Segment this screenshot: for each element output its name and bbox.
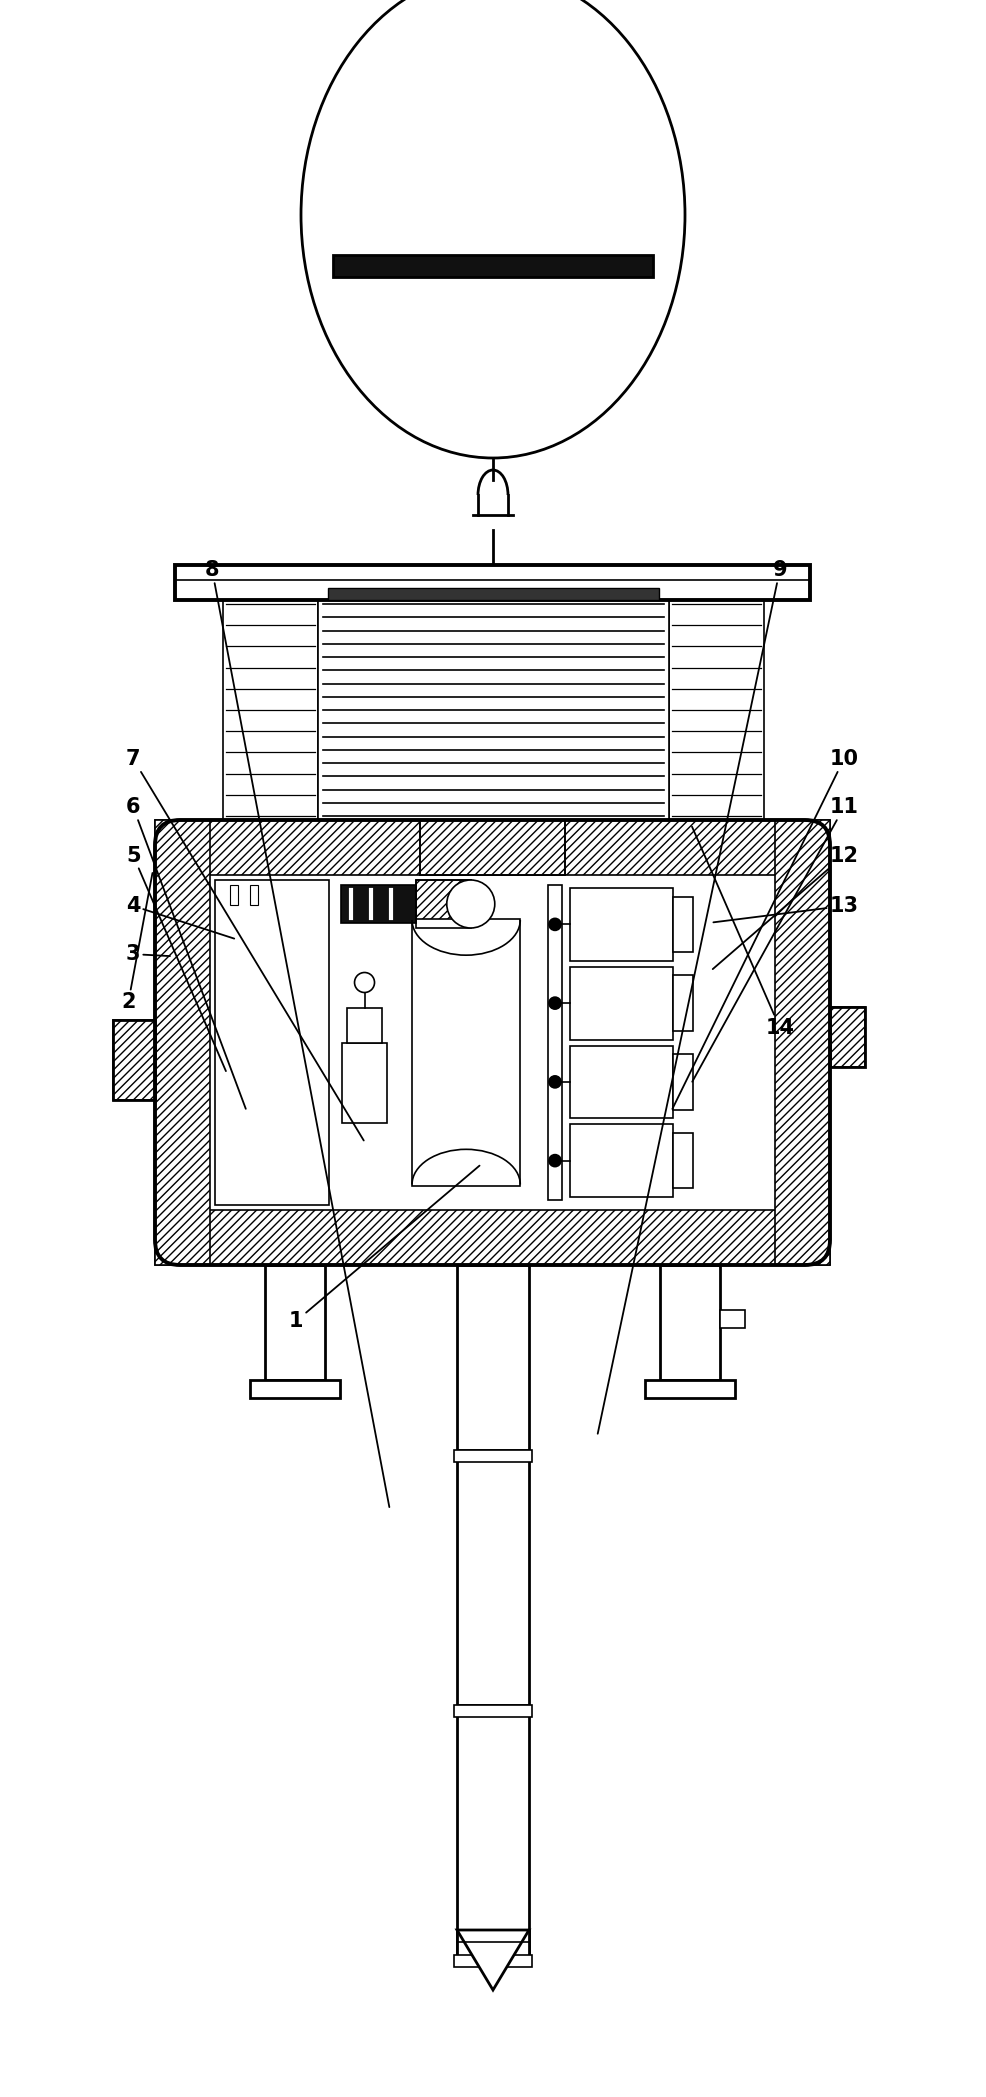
Bar bbox=[415, 881, 470, 929]
Bar bbox=[223, 600, 317, 820]
Bar bbox=[660, 1264, 719, 1380]
Bar bbox=[411, 918, 520, 1185]
Text: 7: 7 bbox=[126, 749, 364, 1141]
Bar bbox=[420, 820, 564, 874]
Bar bbox=[155, 820, 829, 874]
Text: 1: 1 bbox=[289, 1166, 479, 1332]
Text: 8: 8 bbox=[205, 560, 388, 1508]
Bar bbox=[327, 587, 659, 600]
Ellipse shape bbox=[301, 0, 684, 457]
Bar bbox=[829, 1007, 864, 1067]
Bar bbox=[644, 1380, 735, 1399]
Bar bbox=[672, 1055, 692, 1109]
Text: 14: 14 bbox=[691, 826, 794, 1038]
Bar bbox=[317, 600, 669, 820]
Bar bbox=[672, 1132, 692, 1189]
Bar bbox=[175, 564, 810, 600]
Bar bbox=[249, 885, 257, 906]
Bar bbox=[457, 1264, 528, 1449]
Bar bbox=[112, 1021, 155, 1101]
Bar bbox=[210, 874, 774, 1210]
Bar bbox=[570, 887, 672, 960]
Bar bbox=[332, 256, 653, 277]
Bar bbox=[415, 881, 470, 929]
Bar bbox=[177, 568, 807, 598]
Bar bbox=[457, 1715, 528, 1954]
Circle shape bbox=[447, 881, 494, 929]
Bar bbox=[454, 1449, 531, 1462]
Text: 9: 9 bbox=[598, 560, 786, 1434]
Bar bbox=[457, 1929, 528, 1965]
Text: 6: 6 bbox=[126, 797, 246, 1109]
Bar bbox=[340, 885, 415, 923]
Bar bbox=[774, 820, 829, 1264]
Bar bbox=[347, 1007, 382, 1042]
Bar bbox=[264, 1264, 324, 1380]
Circle shape bbox=[548, 1155, 560, 1166]
Circle shape bbox=[548, 1076, 560, 1088]
Circle shape bbox=[548, 918, 560, 931]
Bar bbox=[249, 1380, 339, 1399]
Text: 11: 11 bbox=[691, 797, 858, 1082]
Bar bbox=[570, 1124, 672, 1197]
Text: 12: 12 bbox=[712, 845, 858, 969]
Bar bbox=[342, 1042, 387, 1122]
Bar bbox=[112, 1021, 155, 1101]
Bar bbox=[155, 1210, 829, 1264]
Text: 5: 5 bbox=[126, 845, 226, 1072]
Bar bbox=[454, 1705, 531, 1717]
Polygon shape bbox=[457, 1929, 528, 1990]
Bar bbox=[669, 600, 763, 820]
Bar bbox=[155, 820, 210, 1264]
Text: 10: 10 bbox=[671, 749, 858, 1109]
Text: 13: 13 bbox=[713, 895, 858, 923]
Text: 4: 4 bbox=[126, 895, 234, 939]
Bar bbox=[457, 1460, 528, 1705]
Bar bbox=[215, 881, 328, 1206]
Bar bbox=[420, 820, 564, 874]
Bar bbox=[672, 898, 692, 952]
Bar bbox=[570, 1046, 672, 1118]
Circle shape bbox=[548, 998, 560, 1009]
Bar bbox=[570, 967, 672, 1040]
Bar bbox=[829, 1007, 864, 1067]
Circle shape bbox=[354, 973, 374, 992]
Bar bbox=[230, 885, 238, 906]
Bar bbox=[454, 1954, 531, 1967]
Bar bbox=[322, 250, 663, 275]
Bar bbox=[719, 1311, 744, 1327]
Bar bbox=[672, 975, 692, 1032]
Text: 3: 3 bbox=[126, 944, 170, 965]
Text: 2: 2 bbox=[121, 872, 152, 1013]
Bar bbox=[547, 885, 561, 1199]
